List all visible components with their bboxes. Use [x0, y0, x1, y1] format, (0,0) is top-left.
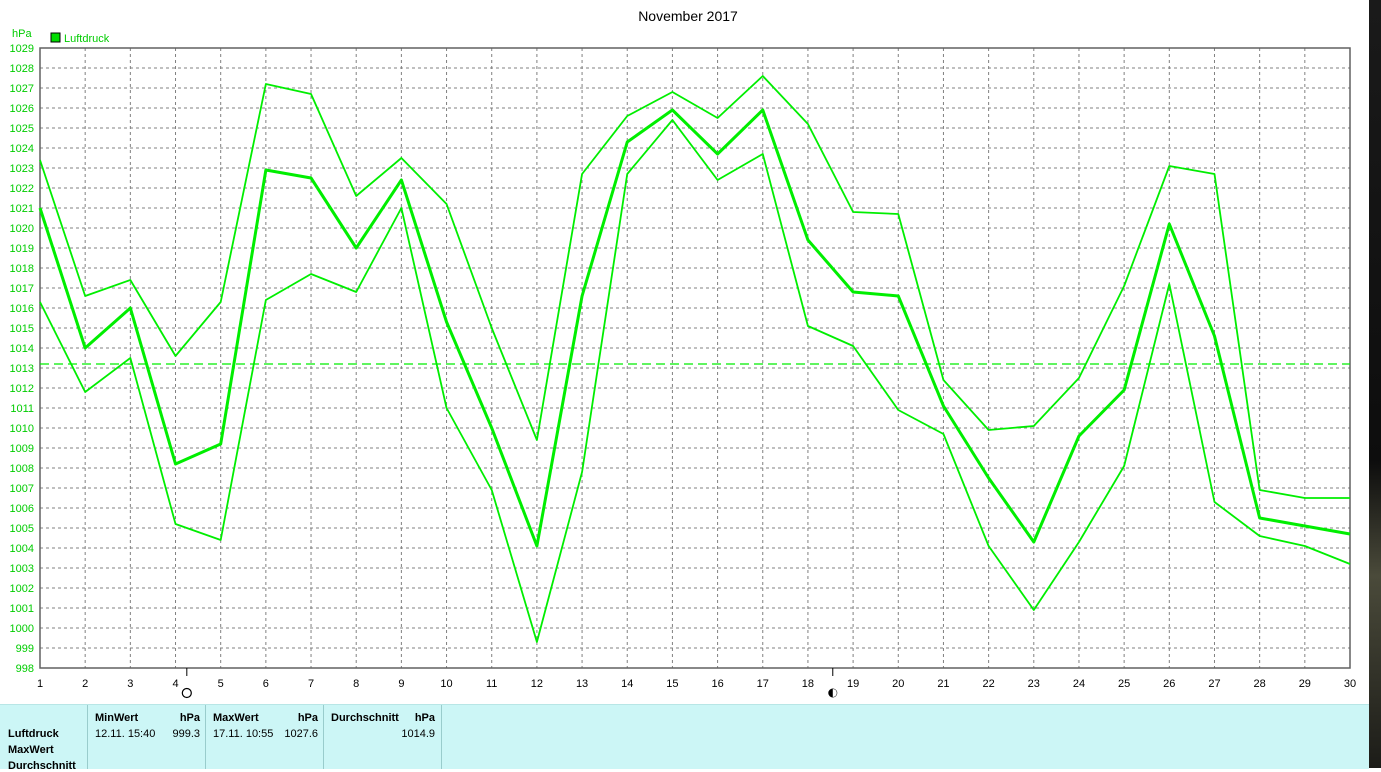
- x-tick-label: 8: [353, 678, 359, 690]
- stats-header-max: MaxWert: [213, 712, 259, 724]
- stats-value-min: 999.3: [172, 728, 200, 740]
- y-tick-label: 1029: [10, 43, 34, 55]
- y-tick-label: 1003: [10, 563, 34, 575]
- x-tick-label: 17: [757, 678, 769, 690]
- x-tick-label: 18: [802, 678, 814, 690]
- full-moon-icon: [181, 687, 192, 699]
- series-line-min: [39, 119, 1351, 643]
- statistics-panel: Luftdruck MaxWert Durchschnitt MinWert h…: [0, 704, 1369, 772]
- y-tick-label: 1028: [10, 63, 34, 75]
- stats-unit-min: hPa: [179, 712, 200, 724]
- stats-unit-average: hPa: [414, 712, 435, 724]
- y-tick-label: 1026: [10, 103, 34, 115]
- stats-value-average: 1014.9: [401, 728, 435, 740]
- stats-column-max: MaxWert hPa 17.11. 10:55 1027.6: [205, 705, 324, 769]
- last-quarter-moon-icon: [828, 688, 838, 698]
- y-tick-label: 1019: [10, 243, 34, 255]
- stats-header-min: MinWert: [95, 712, 139, 724]
- x-tick-label: 2: [82, 678, 88, 690]
- stats-row-label-maxwert: MaxWert: [8, 744, 54, 756]
- y-tick-label: 1009: [10, 443, 34, 455]
- y-tick-label: 1007: [10, 483, 34, 495]
- axes: 998 999 1000 1001 1002 1003 1004 1005 1006 1007 10…: [10, 43, 1357, 690]
- y-tick-label: 1021: [10, 203, 34, 215]
- x-tick-label: 3: [127, 678, 133, 690]
- x-tick-label: 23: [1028, 678, 1040, 690]
- x-tick-label: 4: [172, 678, 178, 690]
- y-tick-label: 1013: [10, 363, 34, 375]
- y-tick-label: 1002: [10, 583, 34, 595]
- legend-swatch: [50, 32, 61, 43]
- series-line-max: [39, 75, 1350, 499]
- x-tick-label: 14: [621, 678, 633, 690]
- y-tick-label: 1016: [10, 303, 34, 315]
- legend-label: Luftdruck: [64, 33, 110, 45]
- x-tick-label: 1: [37, 678, 43, 690]
- stats-header-average: Durchschnitt: [331, 712, 399, 724]
- x-tick-label: 30: [1344, 678, 1356, 690]
- stats-column-min: MinWert hPa 12.11. 15:40 999.3: [87, 705, 206, 769]
- x-tick-label: 9: [398, 678, 404, 690]
- x-tick-label: 5: [218, 678, 224, 690]
- y-tick-label: 1005: [10, 523, 34, 535]
- x-tick-label: 13: [576, 678, 588, 690]
- y-tick-label: 1010: [10, 423, 34, 435]
- y-tick-label: 1023: [10, 163, 34, 175]
- x-tick-label: 16: [711, 678, 723, 690]
- stats-column-average: Durchschnitt hPa 1014.9: [323, 705, 442, 769]
- y-tick-label: 1001: [10, 603, 34, 615]
- stats-row-label-luftdruck: Luftdruck: [8, 728, 59, 740]
- chart-title: November 2017: [638, 8, 738, 24]
- x-tick-label: 10: [440, 678, 452, 690]
- y-tick-label: 1027: [10, 83, 34, 95]
- y-tick-label: 1024: [10, 143, 34, 155]
- y-axis-unit-label: hPa: [12, 28, 32, 40]
- x-tick-label: 11: [486, 678, 497, 690]
- pressure-chart: November 2017 hPa Luftdruck 998 999 1000 10…: [0, 0, 1369, 704]
- y-tick-label: 1015: [10, 323, 34, 335]
- moon-lit-half: [832, 689, 837, 697]
- series-line-mean: [38, 108, 1351, 548]
- y-tick-label: 1018: [10, 263, 34, 275]
- y-tick-label: 1020: [10, 223, 34, 235]
- x-tick-label: 22: [982, 678, 994, 690]
- x-tick-label: 28: [1254, 678, 1266, 690]
- x-tick-label: 15: [666, 678, 678, 690]
- x-tick-label: 26: [1163, 678, 1175, 690]
- x-tick-label: 6: [263, 678, 269, 690]
- stats-row-label-durchschnitt: Durchschnitt: [8, 760, 76, 772]
- moon-phase-markers: [181, 668, 838, 699]
- stats-when-min: 12.11. 15:40: [95, 728, 156, 740]
- x-tick-label: 29: [1299, 678, 1311, 690]
- y-tick-label: 999: [16, 643, 34, 655]
- y-tick-label: 1011: [10, 403, 34, 415]
- y-tick-label: 1006: [10, 503, 34, 515]
- x-tick-label: 12: [531, 678, 543, 690]
- y-tick-label: 1004: [10, 543, 34, 555]
- x-tick-label: 24: [1073, 678, 1085, 690]
- chart-background: [0, 0, 1369, 704]
- y-tick-label: 1017: [10, 283, 34, 295]
- y-tick-label: 1012: [10, 383, 34, 395]
- plot-frame: [39, 47, 1351, 669]
- x-tick-label: 19: [847, 678, 859, 690]
- y-tick-label: 1000: [10, 623, 34, 635]
- stats-unit-max: hPa: [297, 712, 318, 724]
- x-tick-label: 21: [937, 678, 949, 690]
- y-tick-label: 1022: [10, 183, 34, 195]
- y-tick-label: 1008: [10, 463, 34, 475]
- grid: [40, 48, 1350, 668]
- x-tick-label: 25: [1118, 678, 1130, 690]
- series-lines: [38, 75, 1351, 643]
- x-tick-label: 20: [892, 678, 904, 690]
- y-tick-label: 998: [16, 663, 34, 675]
- desktop-background-strip: [1369, 0, 1381, 768]
- y-tick-label: 1014: [10, 343, 34, 355]
- x-tick-label: 27: [1208, 678, 1220, 690]
- stats-value-max: 1027.6: [284, 728, 318, 740]
- stats-when-max: 17.11. 10:55: [213, 728, 274, 740]
- x-tick-label: 7: [308, 678, 314, 690]
- y-tick-label: 1025: [10, 123, 34, 135]
